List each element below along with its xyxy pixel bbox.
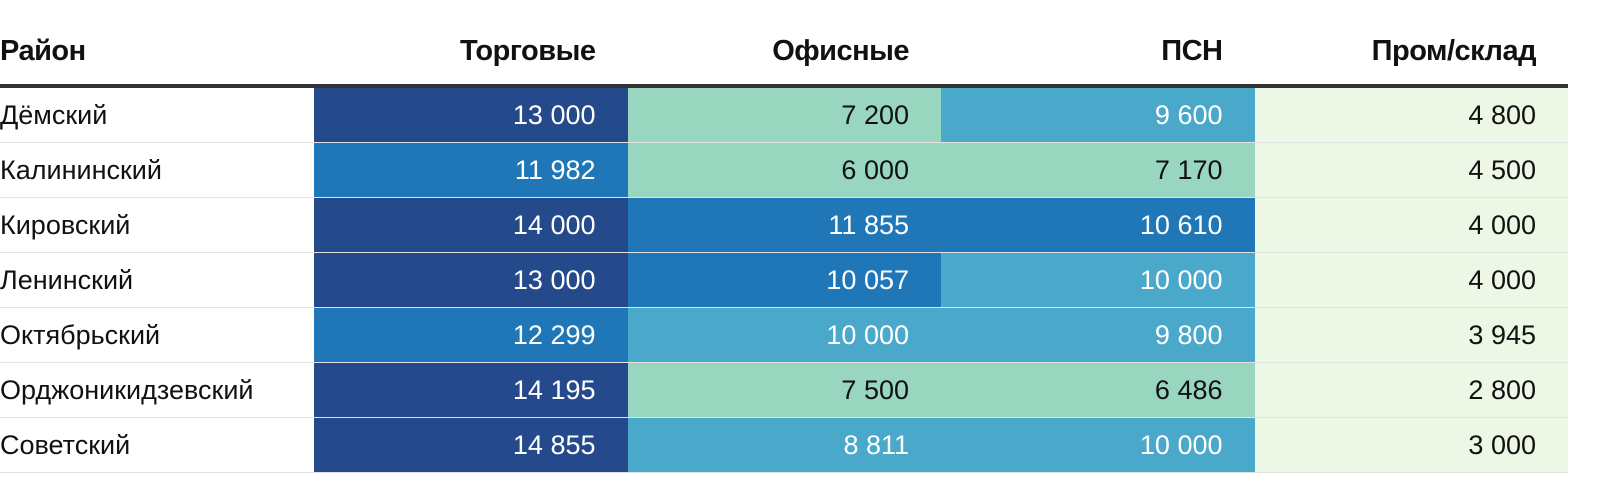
column-header-industrial-warehouse: Пром/склад — [1254, 18, 1568, 88]
district-name-cell: Кировский — [0, 197, 314, 253]
value-cell-office: 11 855 — [627, 197, 941, 253]
district-name-cell: Ленинский — [0, 252, 314, 308]
district-name-cell: Советский — [0, 417, 314, 473]
value-cell-retail: 12 299 — [314, 307, 628, 363]
value-cell-retail: 14 855 — [314, 417, 628, 473]
table-row: Советский 14 855 8 811 10 000 3 000 — [0, 417, 1568, 473]
value-cell-psn: 9 600 — [941, 86, 1255, 143]
district-name-cell: Октябрьский — [0, 307, 314, 363]
table-row: Октябрьский 12 299 10 000 9 800 3 945 — [0, 307, 1568, 363]
table-row: Дёмский 13 000 7 200 9 600 4 800 — [0, 86, 1568, 143]
value-cell-retail: 11 982 — [314, 142, 628, 198]
value-cell-industrial-warehouse: 4 000 — [1254, 197, 1568, 253]
value-cell-psn: 10 610 — [941, 197, 1255, 253]
value-cell-psn: 9 800 — [941, 307, 1255, 363]
value-cell-industrial-warehouse: 2 800 — [1254, 362, 1568, 418]
value-cell-industrial-warehouse: 3 000 — [1254, 417, 1568, 473]
value-cell-retail: 14 000 — [314, 197, 628, 253]
table-row: Кировский 14 000 11 855 10 610 4 000 — [0, 197, 1568, 253]
value-cell-psn: 6 486 — [941, 362, 1255, 418]
price-heatmap-table: Район Торговые Офисные ПСН Пром/склад Дё… — [0, 18, 1568, 473]
district-name-cell: Орджоникидзевский — [0, 362, 314, 418]
value-cell-office: 10 057 — [627, 252, 941, 308]
value-cell-industrial-warehouse: 3 945 — [1254, 307, 1568, 363]
value-cell-office: 8 811 — [627, 417, 941, 473]
district-name-cell: Калининский — [0, 142, 314, 198]
value-cell-industrial-warehouse: 4 800 — [1254, 86, 1568, 143]
column-header-psn: ПСН — [941, 18, 1255, 88]
value-cell-psn: 10 000 — [941, 252, 1255, 308]
value-cell-psn: 7 170 — [941, 142, 1255, 198]
value-cell-retail: 13 000 — [314, 252, 628, 308]
table-row: Калининский 11 982 6 000 7 170 4 500 — [0, 142, 1568, 198]
value-cell-office: 6 000 — [627, 142, 941, 198]
table-row: Ленинский 13 000 10 057 10 000 4 000 — [0, 252, 1568, 308]
value-cell-retail: 14 195 — [314, 362, 628, 418]
value-cell-office: 7 500 — [627, 362, 941, 418]
column-header-office: Офисные — [627, 18, 941, 88]
table-body: Дёмский 13 000 7 200 9 600 4 800 Калининский 1… — [0, 86, 1568, 473]
column-header-district: Район — [0, 18, 314, 88]
district-name-cell: Дёмский — [0, 86, 314, 143]
value-cell-industrial-warehouse: 4 500 — [1254, 142, 1568, 198]
value-cell-office: 10 000 — [627, 307, 941, 363]
table-row: Орджоникидзевский 14 195 7 500 6 486 2 800 — [0, 362, 1568, 418]
value-cell-psn: 10 000 — [941, 417, 1255, 473]
header-row: Район Торговые Офисные ПСН Пром/склад — [0, 18, 1568, 88]
value-cell-industrial-warehouse: 4 000 — [1254, 252, 1568, 308]
value-cell-retail: 13 000 — [314, 86, 628, 143]
value-cell-office: 7 200 — [627, 86, 941, 143]
column-header-retail: Торговые — [314, 18, 628, 88]
